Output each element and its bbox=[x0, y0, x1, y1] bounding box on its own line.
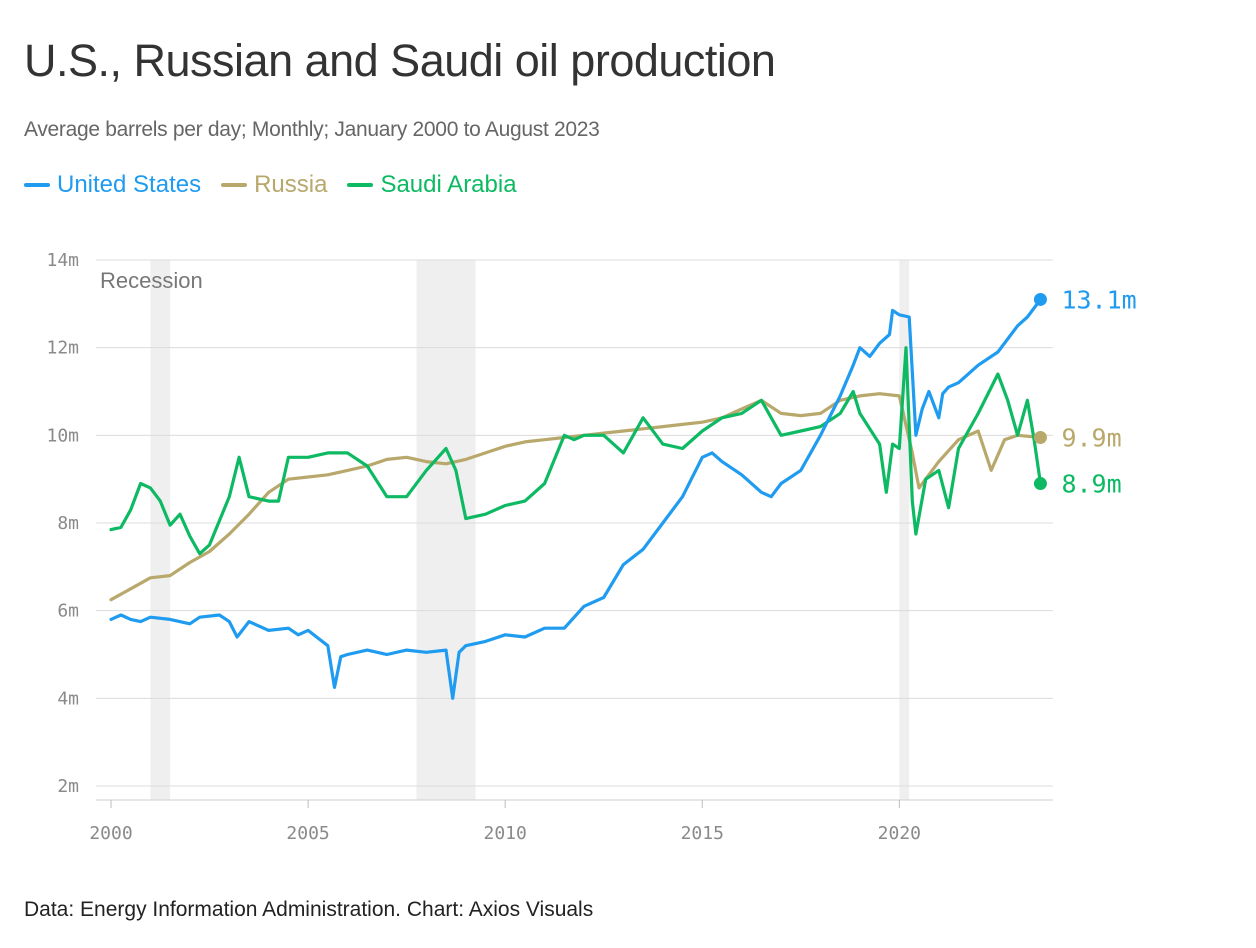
legend-label-saudi-arabia: Saudi Arabia bbox=[380, 171, 517, 198]
recession-label: Recession bbox=[100, 268, 203, 293]
y-tick-label: 10m bbox=[46, 425, 79, 446]
x-tick-label: 2000 bbox=[89, 823, 132, 844]
x-tick-label: 2010 bbox=[483, 823, 526, 844]
line-chart: 2m 4m 6m 8m 10m 12m 14m 2000 2005 2010 2015 2020 R… bbox=[46, 250, 1137, 844]
y-axis-ticks: 2m 4m 6m 8m 10m 12m 14m bbox=[46, 250, 79, 797]
x-axis-ticks: 2000 2005 2010 2015 2020 bbox=[89, 800, 921, 844]
y-tick-label: 4m bbox=[57, 688, 79, 709]
recession-band-2 bbox=[899, 260, 910, 800]
series-lines bbox=[109, 297, 1043, 700]
legend-swatch-united-states bbox=[24, 183, 50, 187]
legend-item-russia: Russia bbox=[221, 170, 327, 200]
chart-footer: Data: Energy Information Administration.… bbox=[24, 898, 594, 921]
recession-band-0 bbox=[150, 260, 171, 800]
x-tick-label: 2005 bbox=[286, 823, 329, 844]
legend-label-russia: Russia bbox=[254, 171, 328, 198]
legend-item-saudi-arabia: Saudi Arabia bbox=[347, 170, 517, 200]
series-line-united-states bbox=[109, 297, 1043, 700]
endpoint-dot-russia bbox=[1033, 431, 1047, 445]
y-tick-label: 14m bbox=[46, 250, 79, 271]
series-endpoints: 13.1m 9.9m 8.9m bbox=[1033, 285, 1137, 499]
legend: United States Russia Saudi Arabia bbox=[24, 170, 537, 200]
legend-item-united-states: United States bbox=[24, 170, 201, 200]
legend-swatch-russia bbox=[221, 183, 248, 187]
end-label-saudi-arabia: 8.9m bbox=[1061, 470, 1121, 499]
chart-subtitle: Average barrels per day; Monthly; Januar… bbox=[24, 118, 600, 141]
legend-label-united-states: United States bbox=[57, 171, 202, 198]
endpoint-dot-saudi-arabia bbox=[1033, 477, 1047, 491]
end-label-russia: 9.9m bbox=[1061, 424, 1121, 453]
series-line-saudi-arabia bbox=[109, 346, 1043, 556]
y-tick-label: 12m bbox=[46, 338, 79, 359]
x-tick-label: 2015 bbox=[681, 823, 724, 844]
recession-band-1 bbox=[416, 260, 476, 800]
y-tick-label: 8m bbox=[57, 513, 79, 534]
chart-title: U.S., Russian and Saudi oil production bbox=[24, 35, 776, 86]
end-label-united-states: 13.1m bbox=[1061, 285, 1136, 314]
x-tick-label: 2020 bbox=[878, 823, 921, 844]
y-tick-label: 6m bbox=[57, 601, 79, 622]
recession-bands bbox=[150, 260, 910, 800]
legend-swatch-saudi-arabia bbox=[347, 183, 374, 187]
y-tick-label: 2m bbox=[57, 776, 79, 797]
endpoint-dot-united-states bbox=[1033, 292, 1047, 306]
